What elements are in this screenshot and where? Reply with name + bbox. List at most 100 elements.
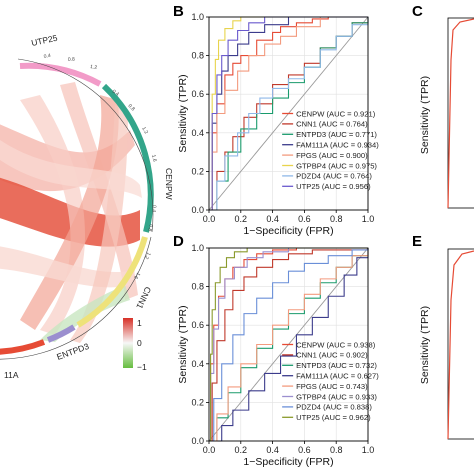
x-tick-label: 0.0 <box>203 214 216 224</box>
outer-tick-ring <box>17 58 154 233</box>
x-tick-label: 0.4 <box>266 214 279 224</box>
ring-tick-label: 0.8 <box>127 103 136 112</box>
panel-letter-c: C <box>412 3 423 20</box>
legend-entry: FAM111A (AUC = 0.627) <box>296 372 379 381</box>
ring-tick-label: 1.6 <box>132 271 141 280</box>
legend-entry: CNN1 (AUC = 0.902) <box>296 351 368 360</box>
panel-c-roc-curve <box>447 18 474 209</box>
legend-entry: ENTPD3 (AUC = 0.732) <box>296 361 377 370</box>
y-axis-title: Sensitivity (TPR) <box>177 74 189 152</box>
x-tick-label: 0.6 <box>298 214 311 224</box>
y-tick-label: 0.8 <box>191 282 204 292</box>
colorbar-max-label: 1 <box>137 318 142 328</box>
x-tick-label: 0.2 <box>235 445 248 455</box>
colorbar-mid-label: 0 <box>137 338 142 348</box>
panel-e-plot-area <box>447 248 474 440</box>
chord-ribbon <box>70 105 128 343</box>
x-tick-label: 0.8 <box>330 214 343 224</box>
roc-curve <box>209 17 369 211</box>
ring-arc-utp25 <box>19 62 102 87</box>
x-tick-label: 0.8 <box>330 445 343 455</box>
y-axis-title: Sensitivity (TPR) <box>177 305 189 383</box>
x-tick-label: 1.0 <box>362 445 375 455</box>
roc-curve <box>209 248 369 442</box>
plot-frame <box>208 247 369 442</box>
roc-panel-b: B 0.00.0 0.2 0.2 0.4 0.4 0.6 0.6 0.8 0.8 1.0 1.0 1−S… <box>173 3 379 237</box>
x-axis-title: 1−Specificity (FPR) <box>243 456 333 468</box>
y-tick-label: 0.8 <box>191 51 204 61</box>
colorbar-min-label: −1 <box>137 362 147 372</box>
legend-entry: FPGS (AUC = 0.900) <box>296 151 368 160</box>
x-tick-label: 1.0 <box>362 214 375 224</box>
chord-label-entpd3: ENTPD3 <box>55 341 90 362</box>
legend-entry: FPGS (AUC = 0.743) <box>296 382 368 391</box>
chord-ribbon <box>20 95 119 330</box>
panel-c-ylabel: Sensitivity (TPR) <box>419 76 431 154</box>
x-tick-label: 0.4 <box>266 445 279 455</box>
panel-e-roc-curve <box>447 250 474 440</box>
y-tick-label: 0.2 <box>191 397 204 407</box>
legend-entry: FAM111A (AUC = 0.934) <box>296 141 379 150</box>
y-tick-label: 1.0 <box>191 12 204 22</box>
roc-panel-e: E Sensitivity (TPR) <box>412 233 474 440</box>
x-tick-label: 0.6 <box>298 445 311 455</box>
chord-label-fam111a: 11A <box>4 370 19 380</box>
roc-panel-d: D 0.00.0 0.2 0.2 0.4 0.4 0.6 0.6 0.8 0.8 1.0 1.0 1−S… <box>173 233 379 468</box>
roc-curve <box>209 248 369 442</box>
y-tick-label: 1.0 <box>191 243 204 253</box>
ring-tick-label: 0.8 <box>146 223 154 231</box>
panel-letter: D <box>173 233 184 250</box>
legend-entry: CENPW (AUC = 0.921) <box>296 109 376 118</box>
roc-curve <box>209 247 368 442</box>
ring-tick-label: 0.4 <box>43 53 51 60</box>
panel-letter: B <box>173 3 184 20</box>
roc-curve <box>209 247 368 442</box>
legend-entry: GTPBP4 (AUC = 0.975) <box>296 161 377 170</box>
x-tick-label: 0.2 <box>235 214 248 224</box>
roc-curve <box>209 16 368 211</box>
y-tick-label: 0.0 <box>191 205 204 215</box>
ring-arc-cenpw <box>101 83 154 233</box>
ring-ticks: 0.4 0.8 1.2 0.4 0.8 1.2 1.6 0.4 0.8 1.2 1.6 <box>43 53 157 280</box>
roc-curve <box>209 16 368 211</box>
plot-frame <box>208 16 369 211</box>
ring-arc-fam111a <box>0 339 46 355</box>
roc-curve <box>209 248 369 442</box>
ring-tick-label: 1.2 <box>143 251 152 260</box>
legend-entry: PDZD4 (AUC = 0.764) <box>296 172 372 181</box>
ring-tick-label: 0.8 <box>68 57 76 63</box>
legend-entry: PDZD4 (AUC = 0.838) <box>296 403 372 412</box>
x-tick-label: 0.0 <box>203 445 216 455</box>
chord-label-cenpw: CENPW <box>164 168 174 200</box>
chord-label-utp25: UTP25 <box>30 33 58 48</box>
legend-entry: ENTPD3 (AUC = 0.771) <box>296 130 377 139</box>
legend-entry: CENPW (AUC = 0.938) <box>296 340 376 349</box>
y-tick-label: 0.6 <box>191 89 204 99</box>
legend-entry: UTP25 (AUC = 0.956) <box>296 182 371 191</box>
colorbar <box>123 318 133 368</box>
ring-tick-label: 0.4 <box>111 89 120 98</box>
legend-entry: GTPBP4 (AUC = 0.933) <box>296 392 377 401</box>
x-axis-title: 1−Specificity (FPR) <box>243 225 333 237</box>
y-tick-label: 0.6 <box>191 320 204 330</box>
y-tick-label: 0.0 <box>191 436 204 446</box>
roc-panel-c: C Sensitivity (TPR) <box>412 3 474 209</box>
ring-arc-entpd3 <box>46 324 76 343</box>
panel-c-plot-area <box>447 17 474 209</box>
y-tick-label: 0.2 <box>191 166 204 176</box>
outer-tick-ring <box>0 236 152 360</box>
ring-tick-label: 0.4 <box>150 205 157 213</box>
roc-curve <box>209 16 368 211</box>
ring-tick-label: 1.2 <box>90 64 98 71</box>
chord-ribbon <box>0 140 142 198</box>
ring-arc-cnn1 <box>76 236 148 328</box>
legend-entry: UTP25 (AUC = 0.962) <box>296 413 371 422</box>
chord-diagram: 0.4 0.81.20.40.81.21.60.40.81.21.6 UTP25 … <box>0 33 174 380</box>
roc-curve <box>209 248 369 442</box>
panel-e-ylabel: Sensitivity (TPR) <box>419 306 431 384</box>
ring-tick-label: 1.2 <box>140 126 149 135</box>
y-tick-label: 0.4 <box>191 359 204 369</box>
roc-curve <box>209 16 368 211</box>
panel-letter-e: E <box>412 233 422 250</box>
